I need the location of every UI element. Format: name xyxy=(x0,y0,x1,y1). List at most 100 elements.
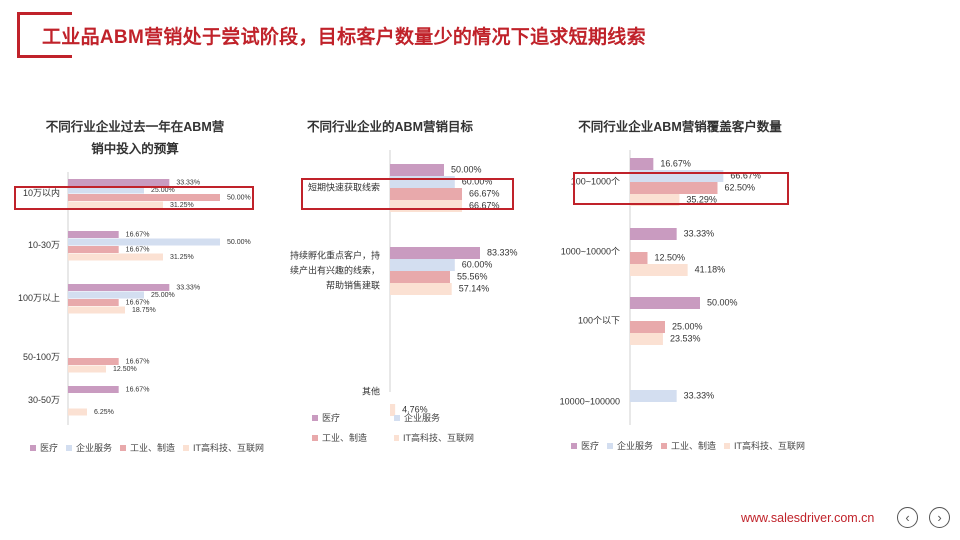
chart-2-data-label: 50.00% xyxy=(451,164,482,174)
chart-1-bar xyxy=(68,386,119,393)
chart-1-bar xyxy=(68,253,163,261)
title-bracket-left xyxy=(17,12,20,58)
chart-3-category-label: 10000~100000 xyxy=(560,396,620,406)
chart-2-data-label: 55.56% xyxy=(457,271,488,281)
chart-2-legend-item: 企业服务 xyxy=(394,408,474,428)
chart-3-bar xyxy=(630,390,677,402)
title-bracket-bottom xyxy=(17,55,72,58)
chart-2-bar xyxy=(390,188,463,200)
legend-swatch xyxy=(66,444,73,451)
chart-2-bar xyxy=(390,259,455,271)
chart-1-bar xyxy=(68,365,106,373)
chart-1-data-label: 50.00% xyxy=(227,239,251,246)
chart-3-data-label: 16.67% xyxy=(660,158,691,168)
chart-3-bar xyxy=(630,252,648,264)
chart-1-data-label: 18.75% xyxy=(132,307,156,314)
chart-2-data-label: 60.00% xyxy=(462,259,493,269)
slide-title: 工业品ABM营销处于尝试阶段，目标客户数量少的情况下追求短期线索 xyxy=(42,27,646,48)
chart-3-bar xyxy=(630,158,654,170)
chart-1-data-label: 16.67% xyxy=(126,299,150,306)
chart-3-data-label: 25.00% xyxy=(672,321,703,331)
chart-2-bar xyxy=(390,164,444,176)
legend-swatch xyxy=(183,444,190,451)
chart-2-category-label: 持续孵化重点客户，持 xyxy=(290,249,380,260)
chart-1-legend: 医疗 企业服务 工业、制造 IT高科技、互联网 xyxy=(30,441,272,454)
footer-website[interactable]: www.salesdriver.com.cn xyxy=(741,511,875,525)
chart-3-data-label: 12.50% xyxy=(655,252,686,262)
chart-2-legend-item: IT高科技、互联网 xyxy=(394,428,474,448)
chart-1-data-label: 16.67% xyxy=(126,358,150,365)
chart-1-bar xyxy=(68,194,220,201)
chart-2-legend-item: 工业、制造 xyxy=(312,428,392,448)
chart-3-bar xyxy=(630,333,663,345)
chart-2-bar xyxy=(390,271,451,283)
chart-1-data-label: 31.25% xyxy=(170,202,194,209)
next-button[interactable]: › xyxy=(929,507,950,528)
chart-1-bar xyxy=(68,408,87,416)
chart-3-data-label: 41.18% xyxy=(695,264,726,274)
legend-label: IT高科技、互联网 xyxy=(193,443,265,453)
chart-1-bar xyxy=(68,179,170,186)
chart-1-bar xyxy=(68,358,119,365)
legend-label: 企业服务 xyxy=(404,413,441,423)
legend-swatch xyxy=(312,415,318,421)
legend-label: 企业服务 xyxy=(76,443,113,453)
chart-2-bar xyxy=(390,247,480,259)
chart-1-data-label: 16.67% xyxy=(126,386,150,393)
legend-swatch xyxy=(120,444,127,451)
legend-label: 工业、制造 xyxy=(671,441,717,451)
chart-1-legend-item: IT高科技、互联网 xyxy=(183,441,264,454)
chart-3-highlight-box xyxy=(573,172,789,205)
chart-2-category-label: 帮助销售建联 xyxy=(326,279,380,290)
chart-3-bar xyxy=(630,264,688,276)
legend-swatch xyxy=(30,444,36,451)
legend-label: IT高科技、互联网 xyxy=(403,433,474,443)
legend-label: IT高科技、互联网 xyxy=(734,441,806,451)
chart-1-data-label: 33.33% xyxy=(176,284,200,291)
chart-3-data-label: 50.00% xyxy=(707,297,738,307)
chevron-left-icon: ‹ xyxy=(905,510,910,525)
chart-3-data-label: 33.33% xyxy=(684,228,715,238)
chart-2-category-label: 短期快速获取线索 xyxy=(308,181,380,192)
legend-swatch xyxy=(312,435,318,441)
chart-3-legend: 医疗 企业服务 工业、制造 IT高科技、互联网 xyxy=(571,439,813,452)
legend-swatch xyxy=(394,415,400,421)
chevron-right-icon: › xyxy=(937,510,942,525)
legend-label: 医疗 xyxy=(581,441,600,451)
chart-2-data-label: 66.67% xyxy=(469,188,500,198)
chart-3-legend-item: 工业、制造 xyxy=(661,439,716,452)
legend-label: 医疗 xyxy=(40,443,59,453)
chart-1-legend-item: 工业、制造 xyxy=(120,441,175,454)
chart-1-bar xyxy=(68,231,119,238)
chart-1-bar xyxy=(68,238,220,246)
chart-2-data-label: 83.33% xyxy=(487,247,518,257)
chart-1-title: 不同行业企业过去一年在ABM营销中投入的预算 xyxy=(45,120,225,156)
chart-2-title: 不同行业企业的ABM营销目标 xyxy=(307,120,473,134)
chart-3-data-label: 23.53% xyxy=(670,333,701,343)
chart-1-data-label: 16.67% xyxy=(126,246,150,253)
legend-label: 工业、制造 xyxy=(130,443,176,453)
chart-3-legend-item: 医疗 xyxy=(571,439,599,452)
chart-3-bar xyxy=(630,297,700,309)
chart-3-data-label: 33.33% xyxy=(684,390,715,400)
chart-3-title: 不同行业企业ABM营销覆盖客户数量 xyxy=(578,120,782,134)
legend-swatch xyxy=(661,442,668,449)
chart-2-category-label: 续产出有兴趣的线索， xyxy=(290,264,380,275)
chart-1-bar xyxy=(68,306,125,314)
chart-2-highlight-box xyxy=(301,178,514,210)
legend-label: 企业服务 xyxy=(617,441,654,451)
chart-3-data-label: 35.29% xyxy=(686,194,717,204)
chart-3-bar xyxy=(630,228,677,240)
chart-1-data-label: 16.67% xyxy=(126,231,150,238)
chart-1-bar xyxy=(68,284,170,291)
legend-swatch xyxy=(394,435,399,441)
chart-1-bar xyxy=(68,299,119,306)
chart-1-category-label: 30-50万 xyxy=(28,395,60,405)
chart-3-legend-item: IT高科技、互联网 xyxy=(724,439,805,452)
title-bracket-top xyxy=(17,12,72,15)
chart-1-data-label: 31.25% xyxy=(170,254,194,261)
prev-button[interactable]: ‹ xyxy=(897,507,918,528)
chart-1-bar xyxy=(68,201,163,209)
